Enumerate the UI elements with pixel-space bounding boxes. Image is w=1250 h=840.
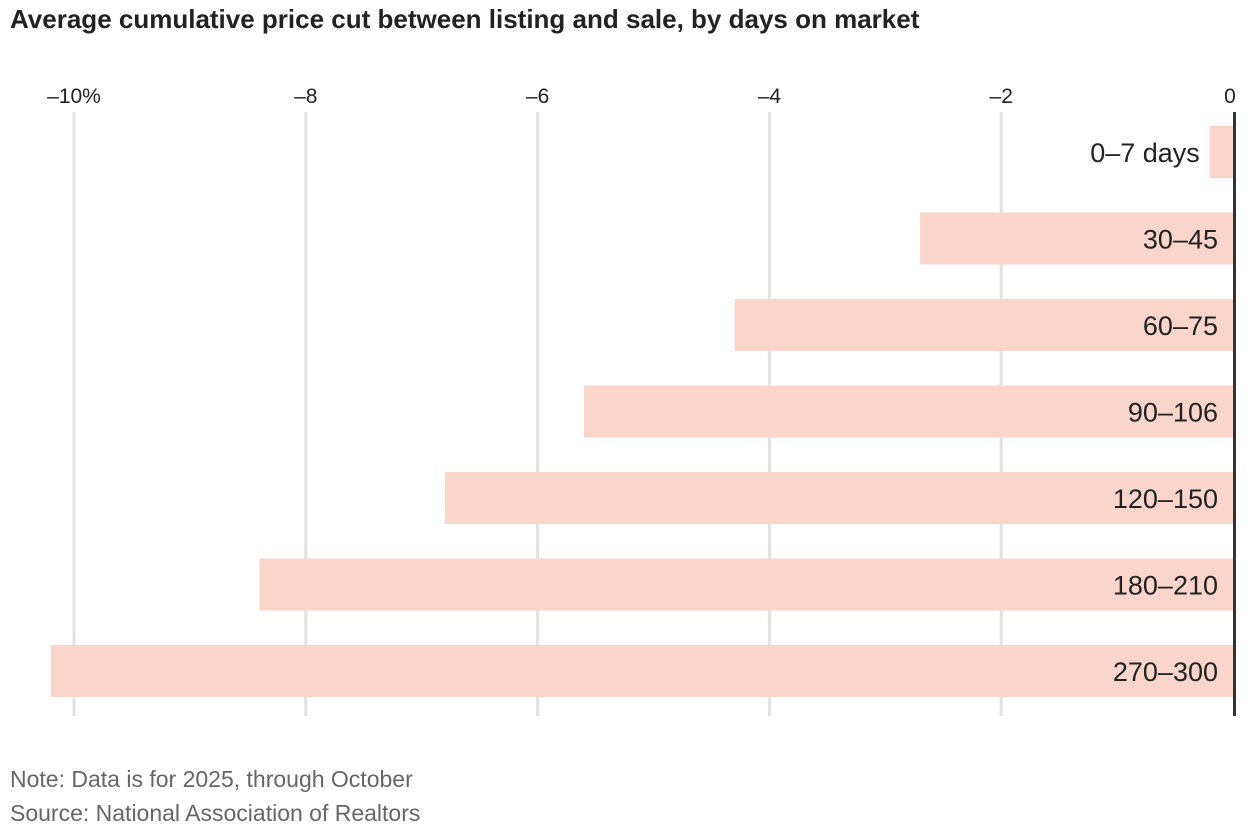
bar-category-label: 60–75 (1143, 311, 1218, 341)
bar (583, 385, 1233, 438)
bar-labels: 0–7 days 30–45 60–75 90–106 120–150 180–210 27… (1090, 138, 1218, 687)
bar-category-label: 270–300 (1113, 657, 1218, 687)
note-text: Note: Data is for 2025, through October (10, 766, 413, 792)
bar (444, 472, 1233, 524)
x-tick-label: –4 (758, 85, 782, 108)
x-tick-label: –8 (294, 85, 317, 108)
bar (734, 299, 1233, 351)
bar-category-label: 180–210 (1113, 571, 1218, 601)
chart-title: Average cumulative price cut between lis… (10, 4, 920, 34)
source-text: Source: National Association of Realtors (10, 800, 421, 826)
x-tick-label: –10% (47, 85, 101, 108)
x-tick-label: 0 (1224, 85, 1236, 108)
bar (50, 645, 1234, 697)
bar-chart: –10% –8 –6 –4 –2 0 0–7 days 30–45 60–75 90–106 12… (47, 85, 1236, 716)
bar (920, 212, 1233, 265)
bar-category-label: 0–7 days (1090, 138, 1200, 168)
bar-category-label: 120–150 (1113, 484, 1218, 514)
x-tick-label: –2 (990, 85, 1013, 108)
x-tick-label: –6 (526, 85, 549, 108)
bar-category-label: 90–106 (1128, 398, 1218, 428)
bar-category-label: 30–45 (1143, 225, 1218, 255)
bar (259, 558, 1233, 611)
bar (1209, 126, 1233, 178)
tick-labels: –10% –8 –6 –4 –2 0 (47, 85, 1236, 108)
bars (50, 126, 1234, 697)
